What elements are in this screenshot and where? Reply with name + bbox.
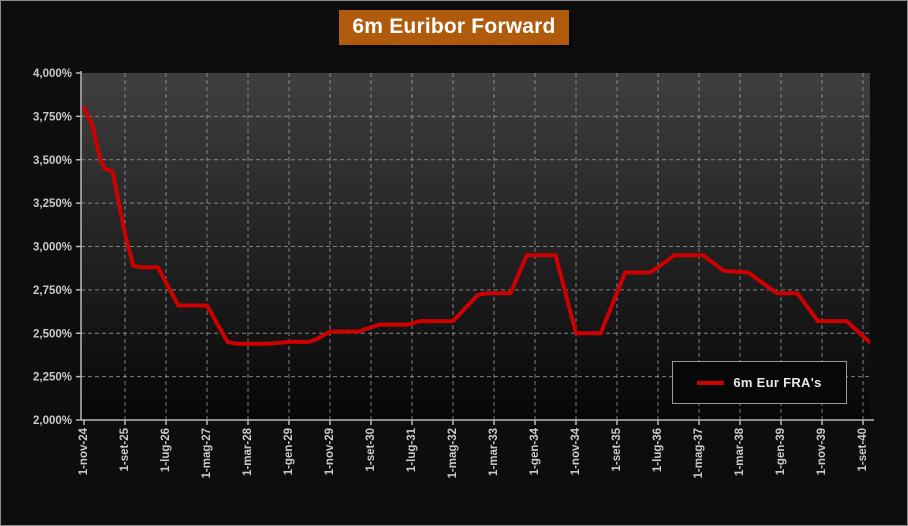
y-tick-label: 2,000% xyxy=(33,415,72,427)
x-tick-label: 1-set-25 xyxy=(119,427,131,471)
chart-title: 6m Euribor Forward xyxy=(339,10,569,45)
y-tick-label: 3,750% xyxy=(33,111,72,123)
x-tick-label: 1-mar-33 xyxy=(488,428,500,476)
x-tick-label: 1-lug-36 xyxy=(652,428,664,472)
y-tick-label: 3,250% xyxy=(33,198,72,210)
x-tick-label: 1-nov-34 xyxy=(570,427,582,475)
x-tick-label: 1-set-30 xyxy=(365,428,377,471)
y-tick-label: 3,500% xyxy=(33,155,72,167)
x-tick-label: 1-nov-24 xyxy=(78,427,90,475)
y-tick-label: 2,250% xyxy=(33,372,72,384)
x-tick-label: 1-set-40 xyxy=(857,428,869,471)
x-tick-label: 1-gen-29 xyxy=(283,428,295,475)
y-tick-label: 2,750% xyxy=(33,285,72,297)
x-tick-label: 1-mar-38 xyxy=(734,427,746,476)
legend-label: 6m Eur FRA's xyxy=(733,375,822,390)
y-tick-label: 4,000% xyxy=(33,68,72,80)
y-tick-label: 2,500% xyxy=(33,328,72,340)
x-tick-label: 1-mag-37 xyxy=(693,428,705,479)
x-tick-label: 1-mag-32 xyxy=(447,428,459,479)
legend-line-swatch xyxy=(697,380,725,385)
x-tick-label: 1-gen-34 xyxy=(529,427,541,475)
y-tick-label: 3,000% xyxy=(33,242,72,254)
x-tick-label: 1-nov-39 xyxy=(816,428,828,475)
x-tick-label: 1-lug-31 xyxy=(406,427,418,472)
x-tick-label: 1-gen-39 xyxy=(775,428,787,475)
series-line xyxy=(82,105,870,346)
x-tick-label: 1-mar-28 xyxy=(242,427,254,476)
x-tick-label: 1-nov-29 xyxy=(324,428,336,475)
x-tick-label: 1-mag-27 xyxy=(201,428,213,479)
legend: 6m Eur FRA's xyxy=(672,361,847,404)
title-bar: 6m Euribor Forward xyxy=(1,10,907,45)
x-tick-label: 1-set-35 xyxy=(611,427,623,471)
x-tick-label: 1-lug-26 xyxy=(160,428,172,472)
